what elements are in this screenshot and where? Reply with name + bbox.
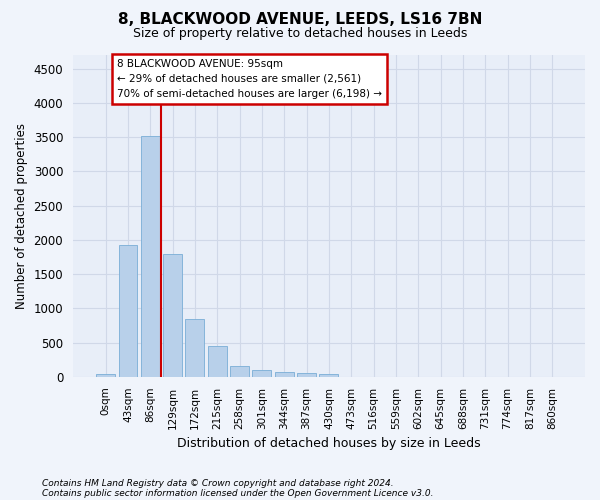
Bar: [185, 320, 205, 377]
Bar: [208, 346, 227, 377]
Bar: [319, 374, 338, 377]
Bar: [163, 254, 182, 377]
Bar: [119, 246, 137, 377]
Bar: [141, 136, 160, 377]
Bar: [96, 374, 115, 377]
Text: Contains public sector information licensed under the Open Government Licence v3: Contains public sector information licen…: [42, 488, 433, 498]
Bar: [253, 370, 271, 377]
Y-axis label: Number of detached properties: Number of detached properties: [15, 123, 28, 309]
Text: Contains HM Land Registry data © Crown copyright and database right 2024.: Contains HM Land Registry data © Crown c…: [42, 478, 394, 488]
Text: 8 BLACKWOOD AVENUE: 95sqm
← 29% of detached houses are smaller (2,561)
70% of se: 8 BLACKWOOD AVENUE: 95sqm ← 29% of detac…: [117, 59, 382, 99]
Text: Size of property relative to detached houses in Leeds: Size of property relative to detached ho…: [133, 28, 467, 40]
Text: 8, BLACKWOOD AVENUE, LEEDS, LS16 7BN: 8, BLACKWOOD AVENUE, LEEDS, LS16 7BN: [118, 12, 482, 28]
Bar: [230, 366, 249, 377]
Bar: [275, 372, 294, 377]
Bar: [297, 373, 316, 377]
X-axis label: Distribution of detached houses by size in Leeds: Distribution of detached houses by size …: [177, 437, 481, 450]
